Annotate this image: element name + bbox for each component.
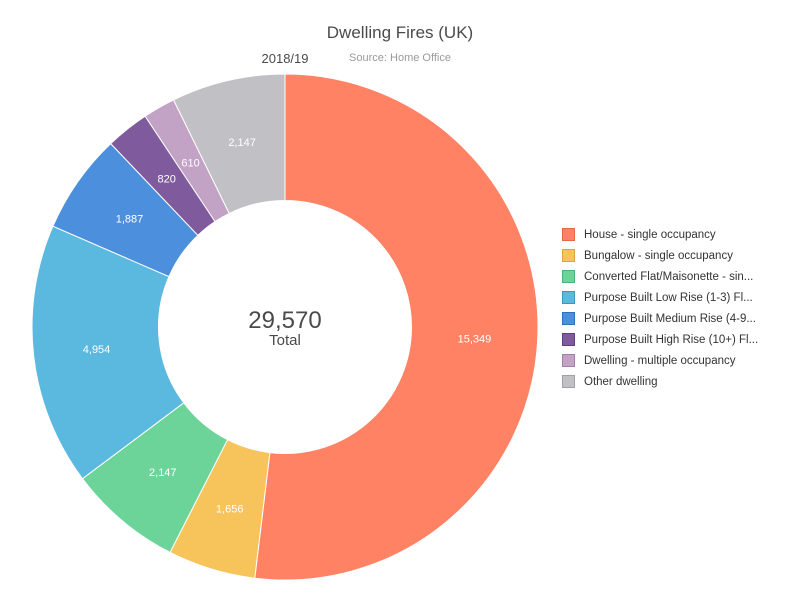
slice-value-label-4: 1,887 xyxy=(116,213,144,225)
legend-swatch xyxy=(562,333,575,346)
donut-slice-0[interactable] xyxy=(254,73,539,581)
legend-swatch xyxy=(562,375,575,388)
legend-label: Purpose Built High Rise (10+) Fl... xyxy=(584,333,759,346)
legend-item-4[interactable]: Purpose Built Medium Rise (4-9... xyxy=(562,308,758,329)
slice-value-label-1: 1,656 xyxy=(216,504,244,516)
legend-label: House - single occupancy xyxy=(584,228,716,241)
chart-title: Dwelling Fires (UK) xyxy=(327,23,473,42)
legend-item-2[interactable]: Converted Flat/Maisonette - sin... xyxy=(562,266,758,287)
legend-swatch xyxy=(562,228,575,241)
center-total-label: Total xyxy=(269,332,301,349)
period-label: 2018/19 xyxy=(262,51,309,66)
legend-label: Purpose Built Medium Rise (4-9... xyxy=(584,312,756,325)
legend-label: Dwelling - multiple occupancy xyxy=(584,354,736,367)
legend-label: Bungalow - single occupancy xyxy=(584,249,733,262)
slice-labels: 15,349 1,656 2,147 4,954 1,887 820 610 2,147 xyxy=(83,137,491,515)
legend-swatch xyxy=(562,270,575,283)
legend-item-6[interactable]: Dwelling - multiple occupancy xyxy=(562,350,758,371)
chart-legend: House - single occupancy Bungalow - singl… xyxy=(562,224,758,392)
legend-swatch xyxy=(562,354,575,367)
legend-item-0[interactable]: House - single occupancy xyxy=(562,224,758,245)
legend-swatch xyxy=(562,291,575,304)
legend-item-1[interactable]: Bungalow - single occupancy xyxy=(562,245,758,266)
slice-value-label-7: 2,147 xyxy=(228,137,256,149)
donut-slice-3[interactable] xyxy=(31,225,185,480)
donut-slice-7[interactable] xyxy=(172,73,286,215)
legend-item-7[interactable]: Other dwelling xyxy=(562,371,758,392)
slice-value-label-2: 2,147 xyxy=(149,467,177,479)
slice-value-label-3: 4,954 xyxy=(83,344,111,356)
legend-item-3[interactable]: Purpose Built Low Rise (1-3) Fl... xyxy=(562,287,758,308)
center-total-value: 29,570 xyxy=(248,307,321,334)
chart-subtitle: Source: Home Office xyxy=(349,52,451,64)
slice-value-label-0: 15,349 xyxy=(458,333,492,345)
legend-label: Converted Flat/Maisonette - sin... xyxy=(584,270,754,283)
donut-slices xyxy=(31,73,539,581)
legend-swatch xyxy=(562,312,575,325)
legend-swatch xyxy=(562,249,575,262)
slice-value-label-6: 610 xyxy=(181,157,199,169)
legend-item-5[interactable]: Purpose Built High Rise (10+) Fl... xyxy=(562,329,758,350)
legend-label: Other dwelling xyxy=(584,375,658,388)
legend-label: Purpose Built Low Rise (1-3) Fl... xyxy=(584,291,753,304)
slice-value-label-5: 820 xyxy=(158,174,176,186)
